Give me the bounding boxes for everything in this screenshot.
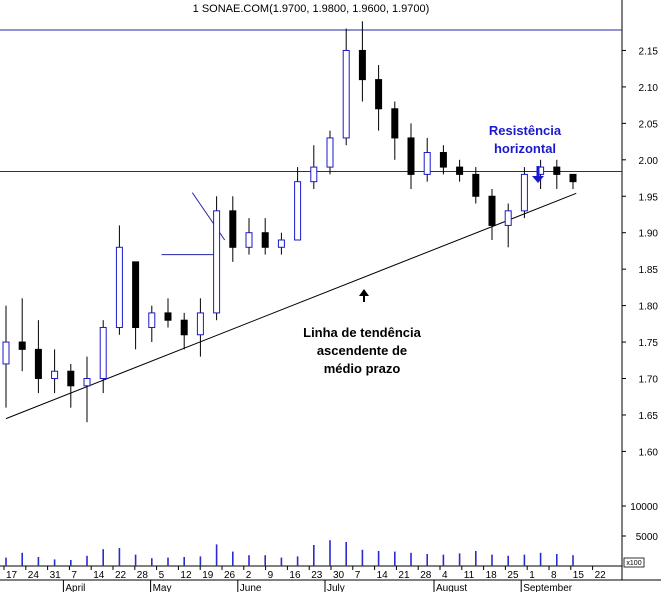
day-label: 19 — [202, 570, 214, 581]
price-tick-label: 1.90 — [639, 229, 659, 240]
candle-body — [229, 210, 237, 248]
candle-body — [2, 341, 10, 365]
candle-body — [99, 326, 107, 380]
day-label: 2 — [246, 570, 252, 581]
candle-body — [569, 173, 577, 183]
candle-body — [326, 137, 334, 168]
day-label: 18 — [486, 570, 498, 581]
candle-body — [277, 239, 285, 248]
day-label: 31 — [50, 570, 62, 581]
candle-body — [439, 152, 447, 168]
trendline-0 — [5, 192, 577, 420]
month-label: May — [153, 583, 172, 592]
candle-body — [261, 232, 269, 248]
candle-body — [423, 152, 431, 175]
month-label: September — [523, 583, 573, 592]
price-tick-label: 1.75 — [639, 338, 659, 349]
price-tick-label: 1.85 — [639, 265, 659, 276]
day-label: 7 — [71, 570, 77, 581]
day-label: 14 — [377, 570, 389, 581]
candle-body — [358, 49, 366, 81]
day-label: 22 — [115, 570, 127, 581]
month-label: August — [436, 583, 467, 592]
candle-body — [132, 261, 140, 328]
resistance-annotation: Resistência horizontal — [470, 122, 580, 158]
trend-arrow-head — [359, 289, 369, 296]
price-tick-label: 1.70 — [639, 375, 659, 386]
candle-body — [51, 370, 59, 380]
day-label: 8 — [551, 570, 557, 581]
price-tick-label: 1.60 — [639, 447, 659, 458]
day-label: 17 — [6, 570, 18, 581]
day-label: 4 — [442, 570, 448, 581]
candle-body — [83, 378, 91, 387]
candle-body — [18, 341, 26, 350]
day-label: 23 — [311, 570, 323, 581]
candle-body — [520, 173, 528, 212]
candle-body — [488, 195, 496, 226]
month-label: June — [240, 583, 262, 592]
price-tick-label: 1.80 — [639, 302, 659, 313]
candle-body — [115, 246, 123, 328]
volume-tick-label: 5000 — [636, 532, 659, 543]
month-label: July — [327, 583, 345, 592]
trend-label-line1: Linha de tendência — [303, 325, 421, 340]
day-label: 25 — [507, 570, 519, 581]
day-label: 16 — [289, 570, 301, 581]
volume-multiplier-label: x100 — [626, 560, 641, 567]
price-tick-label: 2.15 — [639, 46, 659, 57]
candle-body — [407, 137, 415, 175]
candle-body — [196, 312, 204, 336]
price-tick-label: 2.10 — [639, 83, 659, 94]
day-label: 7 — [355, 570, 361, 581]
candle-body — [472, 173, 480, 197]
trend-label-line2: ascendente de — [316, 343, 408, 358]
volume-tick-label: 10000 — [630, 502, 658, 513]
candle-body — [391, 108, 399, 139]
day-label: 28 — [420, 570, 432, 581]
day-label: 12 — [180, 570, 192, 581]
candle-body — [213, 210, 221, 314]
candle-body — [34, 348, 42, 380]
resistance-arrow-head — [532, 176, 544, 183]
price-tick-label: 1.95 — [639, 192, 659, 203]
candle-body — [310, 166, 318, 183]
chart-title: 1 SONAE.COM(1.9700, 1.9800, 1.9600, 1.97… — [192, 3, 430, 15]
trend-annotation: Linha de tendência ascendente de médio p… — [292, 324, 432, 378]
trend-label-line3: médio prazo — [323, 361, 401, 376]
volume-multiplier-box — [623, 557, 645, 568]
candle-body — [164, 312, 172, 321]
day-label: 26 — [224, 570, 236, 581]
price-tick-label: 1.65 — [639, 411, 659, 422]
day-label: 11 — [464, 570, 475, 581]
candle-body — [180, 319, 188, 336]
candle-body — [294, 181, 302, 241]
month-label: April — [65, 583, 85, 592]
day-label: 1 — [529, 570, 535, 581]
resistance-label-line1: Resistência — [488, 123, 562, 138]
day-label: 9 — [268, 570, 274, 581]
candle-body — [456, 166, 464, 175]
candle-body — [245, 232, 253, 248]
candle-body — [553, 166, 561, 175]
candle-body — [148, 312, 156, 328]
candle-body — [504, 210, 512, 226]
day-label: 14 — [93, 570, 105, 581]
day-label: 24 — [28, 570, 40, 581]
day-label: 22 — [595, 570, 607, 581]
candle-body — [342, 49, 350, 139]
candle-body — [67, 370, 75, 387]
day-label: 5 — [159, 570, 165, 581]
day-label: 28 — [137, 570, 149, 581]
day-label: 15 — [573, 570, 585, 581]
day-label: 30 — [333, 570, 345, 581]
price-tick-label: 2.05 — [639, 119, 659, 130]
resistance-label-line2: horizontal — [493, 141, 557, 156]
price-tick-label: 2.00 — [639, 156, 659, 167]
day-label: 21 — [398, 570, 410, 581]
candle-body — [375, 79, 383, 110]
